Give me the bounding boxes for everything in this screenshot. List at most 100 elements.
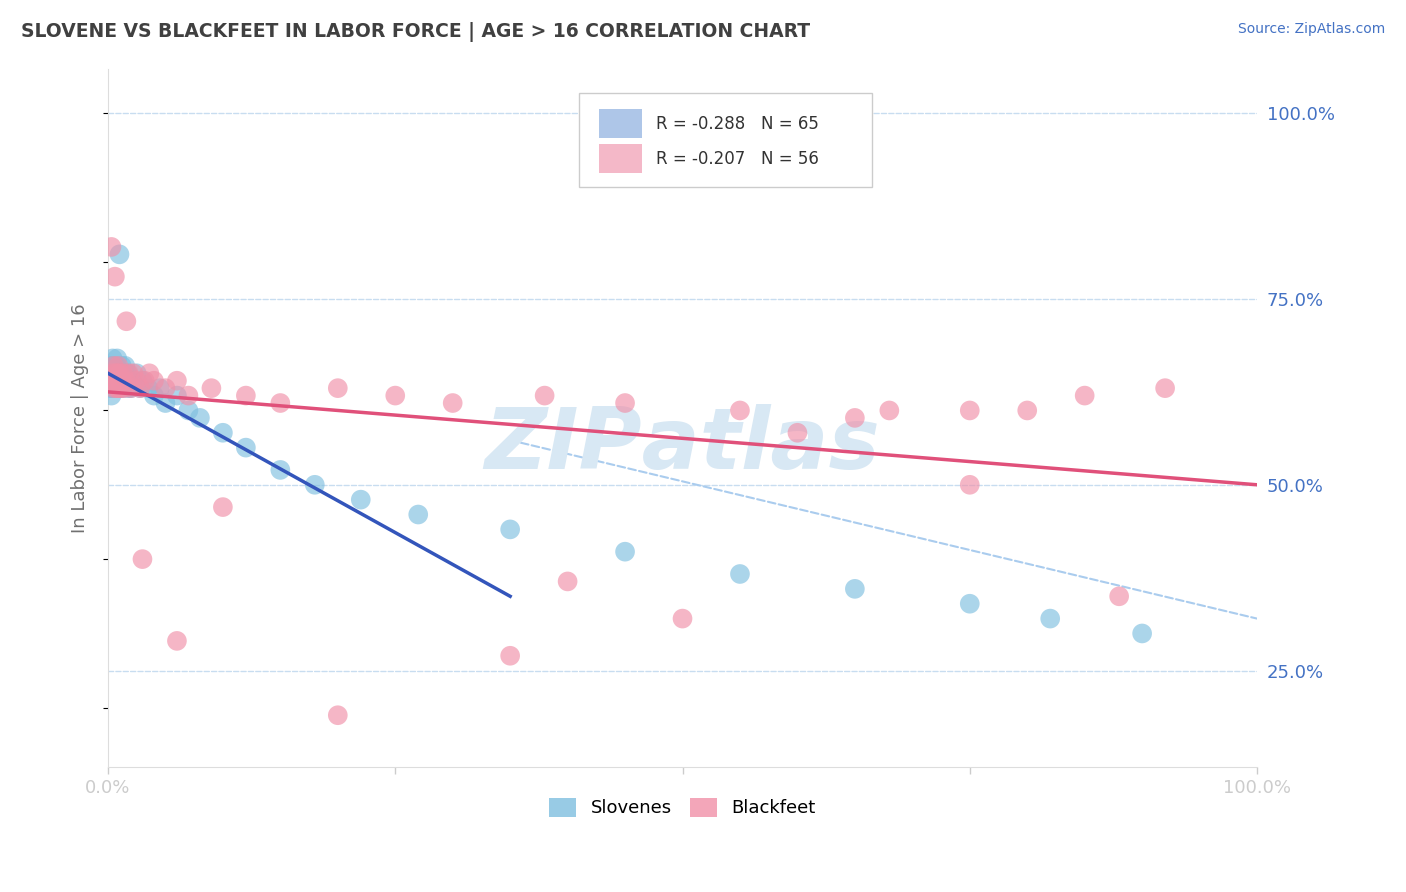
Point (105, 351, 128, 366)
Point (166, 633, 188, 648)
Text: R = -0.207   N = 56: R = -0.207 N = 56 (657, 150, 818, 168)
Point (149, 381, 172, 395)
Point (118, 381, 141, 395)
Point (269, 463, 291, 477)
Point (959, 597, 981, 611)
Point (212, 500, 235, 514)
Point (122, 366, 145, 380)
Point (100, 240, 122, 254)
Point (129, 381, 152, 395)
Point (108, 366, 131, 380)
Point (122, 374, 145, 388)
Point (103, 366, 125, 380)
Point (100, 359, 122, 373)
Point (101, 366, 124, 380)
Point (101, 351, 124, 366)
Point (120, 381, 142, 395)
Point (166, 374, 188, 388)
Point (188, 410, 211, 425)
Point (104, 366, 127, 380)
Point (177, 403, 200, 417)
FancyBboxPatch shape (579, 93, 872, 187)
Point (138, 366, 160, 380)
Point (1130, 626, 1153, 640)
Point (105, 374, 128, 388)
Point (111, 374, 134, 388)
Point (125, 366, 148, 380)
Point (1039, 611, 1062, 625)
Point (104, 269, 127, 284)
Point (1073, 388, 1095, 402)
Point (114, 374, 136, 388)
Point (155, 396, 177, 410)
Point (108, 374, 131, 388)
Point (142, 388, 165, 402)
Point (98, 366, 121, 380)
Point (142, 374, 165, 388)
Point (959, 477, 981, 491)
Point (114, 359, 136, 373)
Point (499, 522, 522, 536)
Text: R = -0.288   N = 65: R = -0.288 N = 65 (657, 115, 818, 133)
Point (120, 381, 142, 395)
Point (100, 374, 122, 388)
Point (105, 374, 128, 388)
Point (844, 582, 866, 596)
Point (110, 374, 132, 388)
Text: SLOVENE VS BLACKFEET IN LABOR FORCE | AGE > 16 CORRELATION CHART: SLOVENE VS BLACKFEET IN LABOR FORCE | AG… (21, 22, 810, 42)
Point (728, 403, 751, 417)
Y-axis label: In Labor Force | Age > 16: In Labor Force | Age > 16 (72, 303, 89, 533)
Point (406, 508, 429, 522)
Point (441, 396, 464, 410)
Point (134, 374, 156, 388)
Point (114, 366, 136, 380)
Point (108, 247, 131, 261)
Point (166, 388, 188, 402)
Point (110, 381, 132, 395)
Point (131, 552, 153, 566)
Point (107, 374, 129, 388)
Point (118, 374, 141, 388)
Point (304, 477, 326, 491)
Point (959, 403, 981, 417)
Point (1108, 589, 1130, 603)
Point (786, 425, 808, 440)
Point (111, 374, 134, 388)
Point (98, 374, 121, 388)
Point (103, 374, 125, 388)
Point (107, 366, 129, 380)
Point (105, 366, 128, 380)
Point (384, 388, 406, 402)
Point (614, 544, 637, 558)
Point (103, 359, 125, 373)
Point (107, 359, 129, 373)
Point (235, 388, 257, 402)
Point (111, 359, 134, 373)
Point (118, 366, 141, 380)
Point (108, 366, 131, 380)
Point (101, 381, 124, 395)
Text: ZIP​atlas: ZIP​atlas (485, 404, 880, 487)
Point (326, 708, 349, 723)
Point (111, 381, 134, 395)
Point (115, 374, 138, 388)
Point (98, 381, 121, 395)
Point (1017, 403, 1039, 417)
Point (350, 492, 373, 507)
Point (728, 566, 751, 581)
Point (125, 374, 148, 388)
Point (235, 441, 257, 455)
Point (533, 388, 555, 402)
Point (614, 396, 637, 410)
Point (200, 381, 222, 395)
Point (136, 381, 159, 395)
Point (111, 366, 134, 380)
Point (110, 366, 132, 380)
Point (112, 381, 135, 395)
Point (105, 366, 128, 380)
Point (131, 374, 153, 388)
Point (103, 381, 125, 395)
Point (98, 374, 121, 388)
Point (212, 425, 235, 440)
Point (101, 366, 124, 380)
